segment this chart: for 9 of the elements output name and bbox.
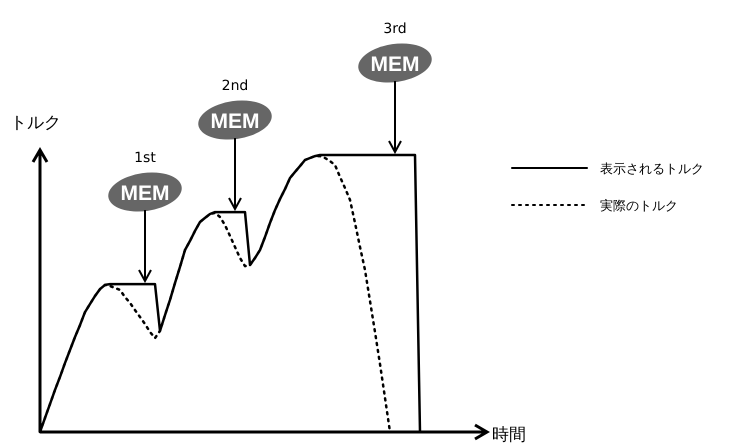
text: MEM: [370, 53, 420, 76]
text: 2nd: [222, 78, 248, 94]
annotation: 1st: [134, 150, 156, 166]
text: 3rd: [383, 21, 407, 37]
legend: 表示されるトルク 実際のトルク: [511, 162, 704, 214]
annotation: MEM: [120, 182, 170, 205]
x-axis-title: 時間: [492, 425, 526, 445]
text: MEM: [210, 110, 260, 133]
y-axis-title: トルク: [10, 113, 61, 133]
